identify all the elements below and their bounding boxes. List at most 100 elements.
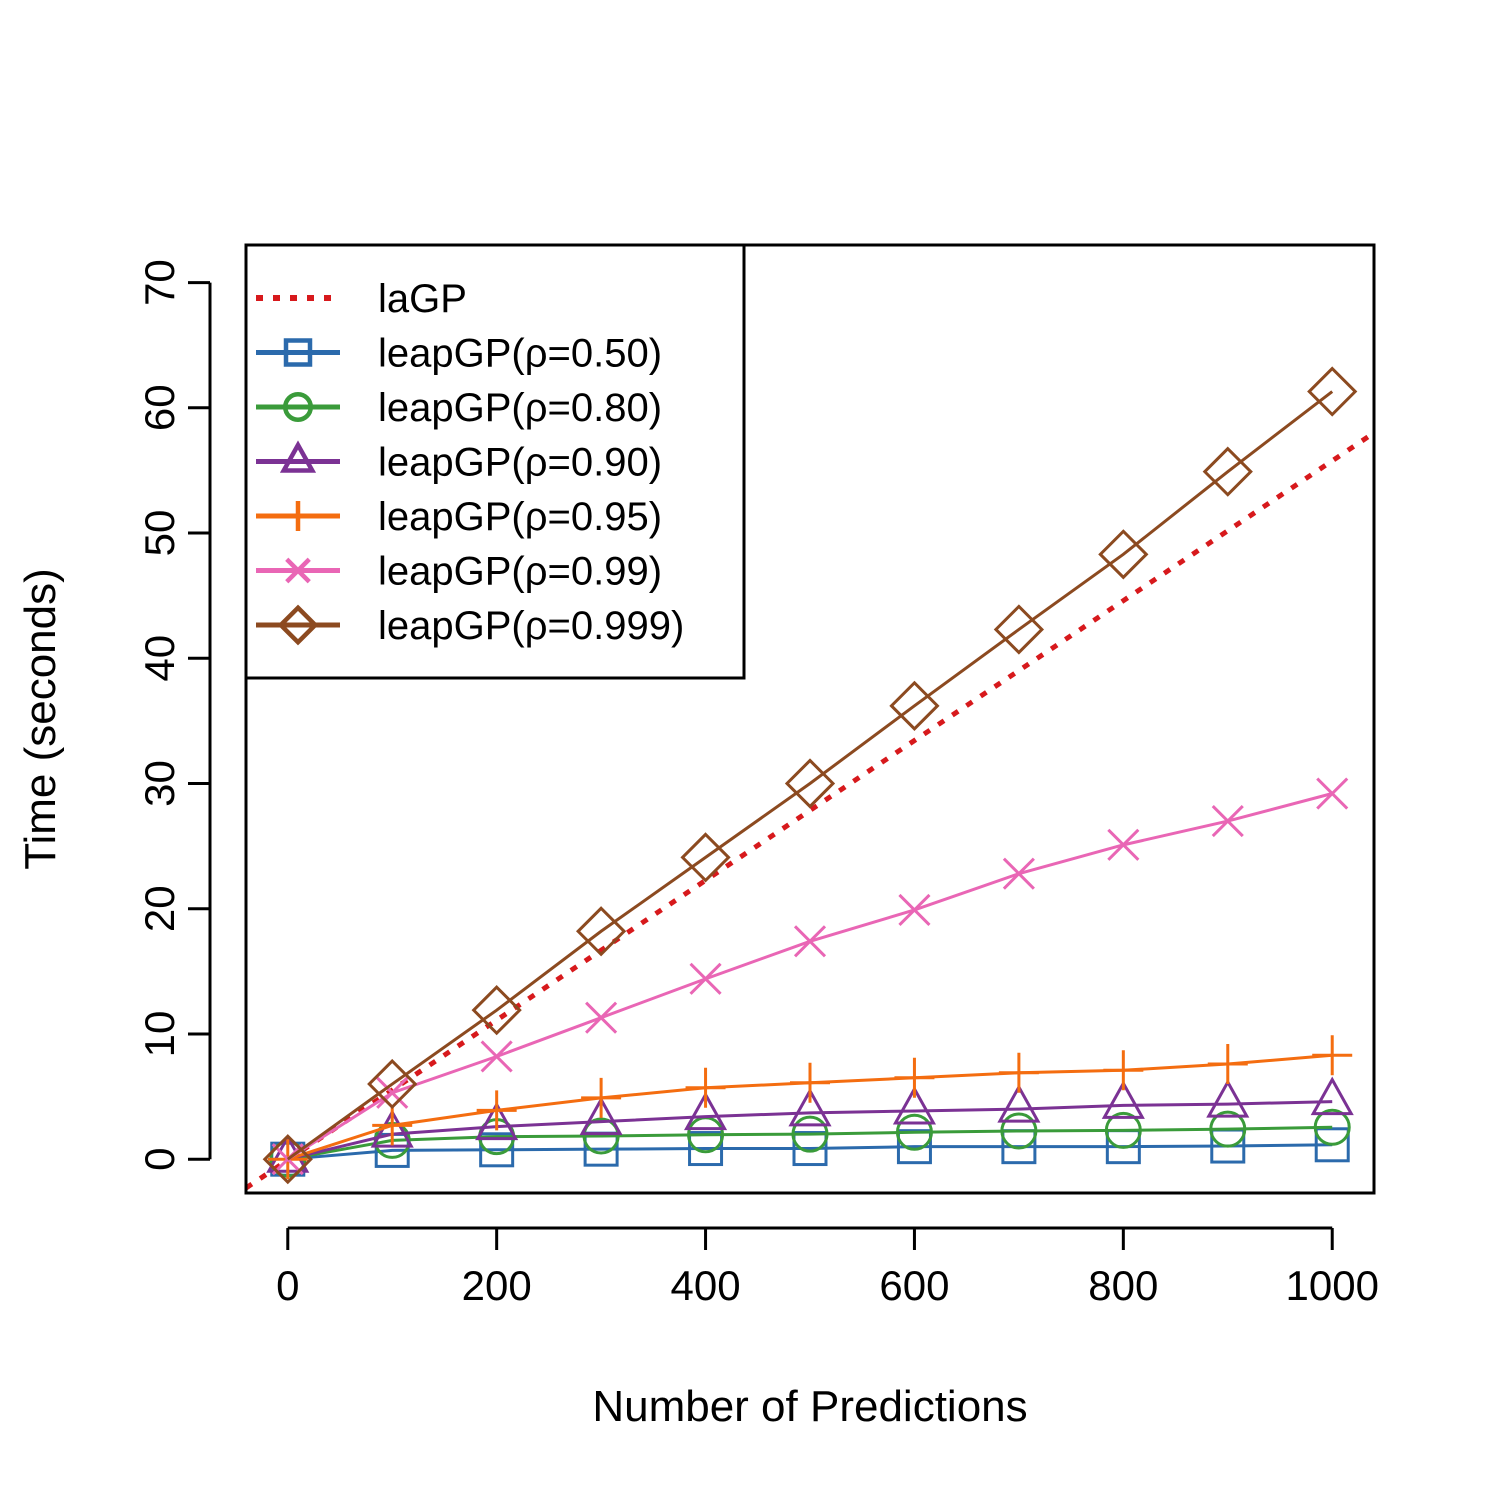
diamond-marker xyxy=(1202,446,1253,497)
triangle-marker xyxy=(1101,1080,1145,1119)
square-marker xyxy=(283,338,313,367)
triangle-marker xyxy=(279,440,317,473)
diamond-marker xyxy=(889,680,940,731)
triangle-marker xyxy=(475,1101,519,1141)
legend: laGP leapGP(ρ=0.50) leapGP(ρ=0.80) leapGP(ρ… xyxy=(244,243,746,680)
x-marker xyxy=(689,962,722,995)
legend-marker xyxy=(277,604,319,646)
diamond-marker xyxy=(1098,529,1149,580)
square-marker xyxy=(688,1131,724,1167)
series-1 xyxy=(270,1127,1350,1177)
x-tick-label: 600 xyxy=(879,1262,949,1309)
x-marker xyxy=(1107,828,1140,861)
plus-marker xyxy=(283,501,313,531)
legend-label: leapGP(ρ=0.80) xyxy=(378,386,662,430)
series-0 xyxy=(246,430,1374,1191)
plus-marker xyxy=(998,1052,1039,1093)
circle-marker xyxy=(1000,1112,1038,1150)
circle-marker xyxy=(895,1113,933,1151)
plus-marker xyxy=(476,1090,517,1131)
x-marker xyxy=(585,1001,618,1034)
legend-marker xyxy=(283,392,313,422)
legend-item: leapGP(ρ=0.95) xyxy=(256,495,662,539)
diamond-marker xyxy=(993,604,1045,655)
circle-marker xyxy=(1104,1111,1142,1149)
legend-marker xyxy=(279,440,317,473)
triangle-marker xyxy=(788,1087,832,1127)
triangle-marker xyxy=(997,1084,1041,1123)
legend-item: laGP xyxy=(256,277,467,321)
triangle-marker xyxy=(683,1091,728,1131)
x-tick-label: 400 xyxy=(671,1262,741,1309)
diamond-marker xyxy=(471,985,522,1036)
square-marker xyxy=(479,1132,515,1168)
x-marker xyxy=(285,557,311,584)
series-6 xyxy=(262,366,1358,1185)
plus-marker xyxy=(790,1062,830,1103)
plus-marker xyxy=(372,1105,413,1146)
legend-item: leapGP(ρ=0.999) xyxy=(256,604,684,648)
x-marker xyxy=(376,1076,409,1109)
triangle-marker xyxy=(1310,1076,1354,1116)
legend-label: leapGP(ρ=0.50) xyxy=(378,332,662,376)
series-5 xyxy=(271,777,1349,1176)
legend-marker xyxy=(283,338,313,367)
y-tick-label: 20 xyxy=(136,885,183,932)
y-tick-label: 30 xyxy=(136,760,183,807)
circle-marker xyxy=(283,392,313,422)
x-axis-title: Number of Predictions xyxy=(592,1382,1027,1431)
x-marker xyxy=(1316,777,1349,810)
x-tick-label: 800 xyxy=(1088,1262,1158,1309)
y-tick-label: 50 xyxy=(136,510,183,557)
square-marker xyxy=(896,1129,932,1165)
triangle-marker xyxy=(579,1096,623,1136)
x-marker xyxy=(793,925,827,958)
y-tick-label: 10 xyxy=(136,1011,183,1058)
x-marker xyxy=(1211,805,1244,838)
x-tick-label: 200 xyxy=(462,1262,532,1309)
y-axis-title: Time (seconds) xyxy=(16,568,65,870)
legend-label: leapGP(ρ=0.90) xyxy=(378,441,662,485)
plus-marker xyxy=(685,1067,726,1108)
series-line xyxy=(287,1100,1333,1161)
circle-marker xyxy=(1209,1110,1247,1148)
diamond-marker xyxy=(1307,366,1358,417)
diamond-marker xyxy=(680,832,731,883)
legend-item: leapGP(ρ=0.90) xyxy=(256,440,662,485)
legend-item: leapGP(ρ=0.50) xyxy=(256,332,662,376)
series-layer xyxy=(246,366,1374,1191)
plus-marker xyxy=(1207,1044,1248,1085)
axes-layer: 0 200 400 600 800 1000 0 10 20 30 40 50 60 70 xyxy=(136,243,1379,1309)
diamond-marker xyxy=(262,1134,313,1185)
x-marker xyxy=(898,893,931,927)
legend-marker xyxy=(285,557,311,584)
circle-marker xyxy=(1313,1108,1351,1146)
circle-marker xyxy=(791,1115,829,1153)
plus-marker xyxy=(1103,1050,1144,1091)
diamond-marker xyxy=(575,906,627,957)
legend-label: leapGP(ρ=0.95) xyxy=(378,495,662,539)
diamond-marker xyxy=(367,1058,418,1110)
diamond-marker xyxy=(277,604,319,646)
legend-item: leapGP(ρ=0.80) xyxy=(256,386,662,430)
plus-marker xyxy=(581,1077,622,1118)
plot-frame xyxy=(244,243,1376,1195)
plus-marker xyxy=(1312,1035,1353,1076)
legend-label: leapGP(ρ=0.99) xyxy=(378,550,662,594)
diamond-marker xyxy=(784,758,836,809)
y-tick-label: 0 xyxy=(136,1148,183,1171)
series-4 xyxy=(267,1035,1353,1180)
y-tick-label: 40 xyxy=(136,635,183,682)
x-marker xyxy=(271,1143,304,1176)
series-line xyxy=(286,390,1334,1161)
triangle-marker xyxy=(1206,1079,1250,1118)
series-line xyxy=(246,430,1374,1191)
y-tick-label: 60 xyxy=(136,384,183,431)
square-marker xyxy=(1314,1127,1350,1163)
series-line xyxy=(287,1125,1333,1161)
x-marker xyxy=(480,1040,513,1073)
legend-label: leapGP(ρ=0.999) xyxy=(378,604,684,648)
series-line xyxy=(287,1143,1333,1161)
